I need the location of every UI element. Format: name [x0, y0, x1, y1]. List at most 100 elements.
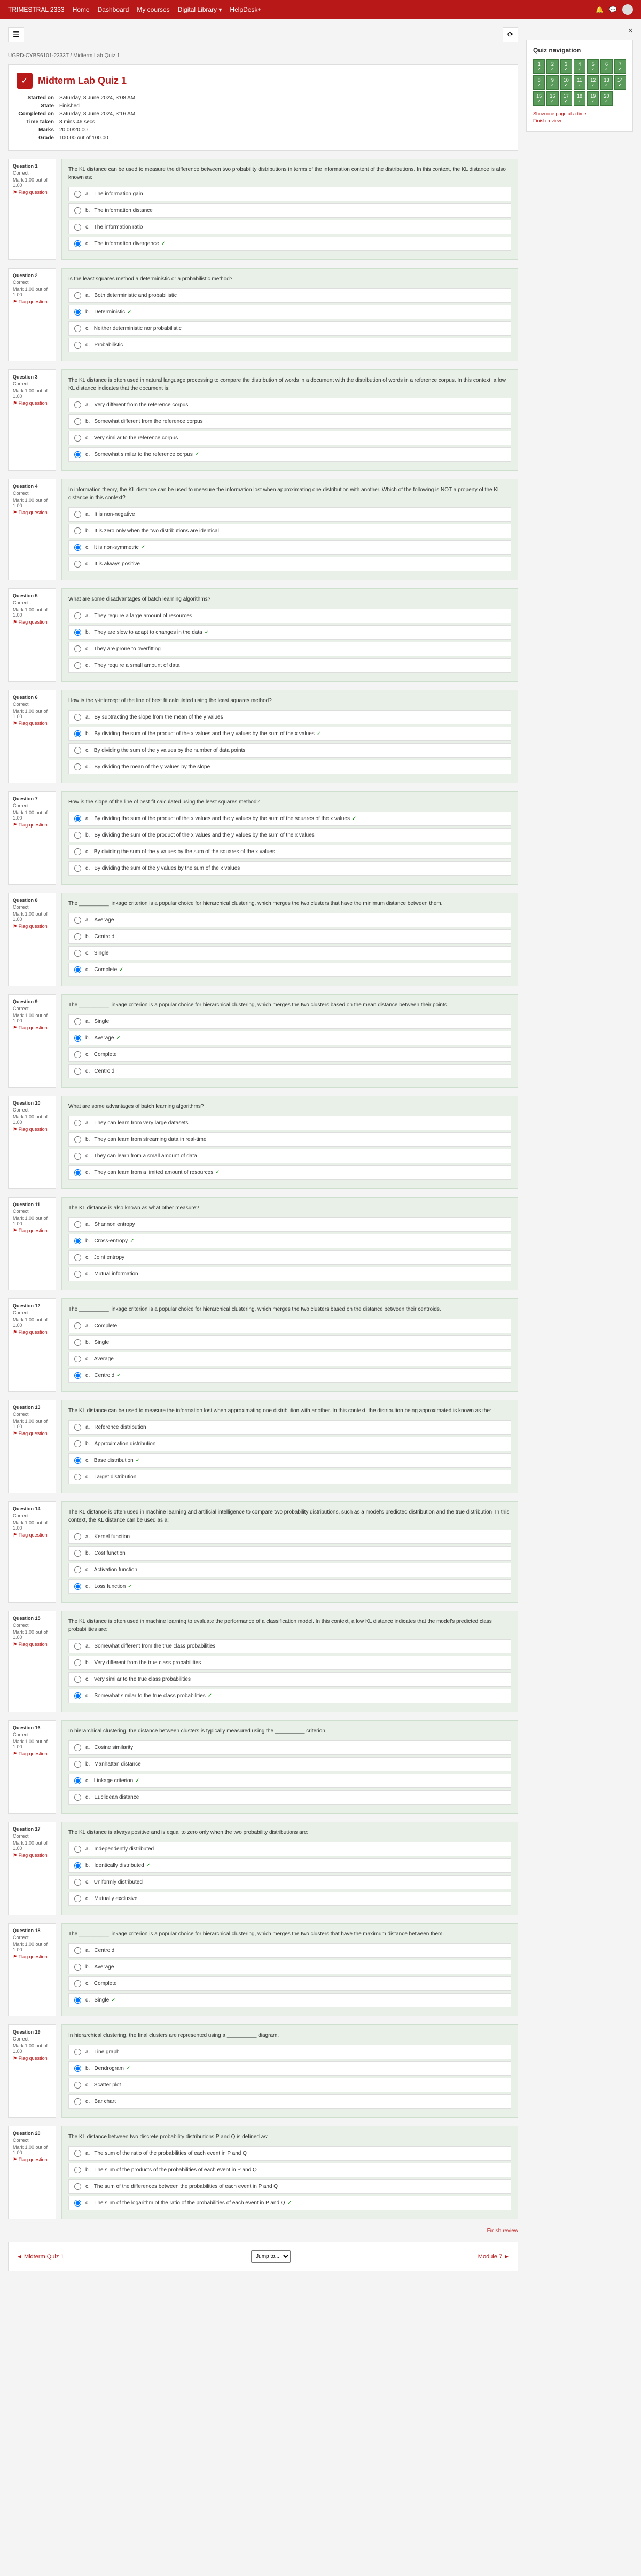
option[interactable]: b. By dividing the sum of the product of…: [68, 727, 511, 741]
flag-link[interactable]: ⚑ Flag question: [13, 299, 51, 305]
option[interactable]: b. The information distance: [68, 203, 511, 218]
nav-item-1[interactable]: 1: [533, 59, 545, 74]
option-radio[interactable]: [74, 1254, 81, 1261]
next-link[interactable]: Module 7 ►: [478, 2254, 510, 2260]
option[interactable]: a. By subtracting the slope from the mea…: [68, 710, 511, 724]
option-radio[interactable]: [74, 207, 81, 214]
option[interactable]: b. Single: [68, 1335, 511, 1350]
bell-icon[interactable]: 🔔: [596, 6, 604, 13]
option[interactable]: d. They can learn from a limited amount …: [68, 1165, 511, 1180]
option[interactable]: b. Approximation distribution: [68, 1437, 511, 1451]
nav-item-19[interactable]: 19: [587, 91, 599, 106]
option[interactable]: b. Cost function: [68, 1546, 511, 1561]
option[interactable]: d. Centroid: [68, 1064, 511, 1078]
option-radio[interactable]: [74, 224, 81, 231]
flag-link[interactable]: ⚑ Flag question: [13, 1329, 51, 1335]
option-radio[interactable]: [74, 1583, 81, 1590]
option-radio[interactable]: [74, 1136, 81, 1143]
option[interactable]: b. The sum of the products of the probab…: [68, 2163, 511, 2177]
option[interactable]: c. Average: [68, 1352, 511, 1366]
option-radio[interactable]: [74, 1271, 81, 1278]
prev-link[interactable]: ◄ Midterm Quiz 1: [17, 2254, 64, 2260]
option[interactable]: d. Somewhat similar to the true class pr…: [68, 1689, 511, 1703]
option-radio[interactable]: [74, 191, 81, 198]
option-radio[interactable]: [74, 309, 81, 316]
option-radio[interactable]: [74, 1474, 81, 1480]
flag-link[interactable]: ⚑ Flag question: [13, 2055, 51, 2061]
show-one-link[interactable]: Show one page at a time: [533, 111, 626, 116]
flag-link[interactable]: ⚑ Flag question: [13, 400, 51, 406]
option-radio[interactable]: [74, 933, 81, 940]
option-radio[interactable]: [74, 435, 81, 442]
option[interactable]: c. Neither deterministic nor probabilist…: [68, 321, 511, 336]
option[interactable]: b. Cross-entropy✓: [68, 1234, 511, 1248]
option[interactable]: a. Shannon entropy: [68, 1217, 511, 1232]
nav-item-5[interactable]: 5: [587, 59, 599, 74]
option[interactable]: a. Both deterministic and probabilistic: [68, 288, 511, 303]
option[interactable]: a. By dividing the sum of the product of…: [68, 812, 511, 826]
option-radio[interactable]: [74, 1550, 81, 1557]
option[interactable]: c. The information ratio: [68, 220, 511, 234]
nav-item-16[interactable]: 16: [546, 91, 558, 106]
flag-link[interactable]: ⚑ Flag question: [13, 1642, 51, 1648]
nav-item-10[interactable]: 10: [560, 75, 572, 90]
option[interactable]: c. Very similar to the true class probab…: [68, 1672, 511, 1687]
option[interactable]: c. Base distribution✓: [68, 1453, 511, 1468]
option-radio[interactable]: [74, 2200, 81, 2207]
nav-item-8[interactable]: 8: [533, 75, 545, 90]
option[interactable]: d. Euclidean distance: [68, 1790, 511, 1805]
option-radio[interactable]: [74, 1643, 81, 1650]
nav-item-13[interactable]: 13: [600, 75, 612, 90]
option-radio[interactable]: [74, 2065, 81, 2072]
option[interactable]: c. Complete: [68, 1047, 511, 1062]
option[interactable]: a. Very different from the reference cor…: [68, 398, 511, 412]
flag-link[interactable]: ⚑ Flag question: [13, 1431, 51, 1437]
option-radio[interactable]: [74, 1980, 81, 1987]
option-radio[interactable]: [74, 1997, 81, 2004]
nav-item-12[interactable]: 12: [587, 75, 599, 90]
option-radio[interactable]: [74, 1964, 81, 1971]
flag-link[interactable]: ⚑ Flag question: [13, 1853, 51, 1858]
option[interactable]: a. Kernel function: [68, 1530, 511, 1544]
drawer-toggle[interactable]: ☰: [8, 27, 24, 42]
option[interactable]: c. Activation function: [68, 1563, 511, 1577]
option[interactable]: b. Very different from the true class pr…: [68, 1656, 511, 1670]
option-radio[interactable]: [74, 1777, 81, 1784]
option[interactable]: d. Mutually exclusive: [68, 1892, 511, 1906]
flag-link[interactable]: ⚑ Flag question: [13, 1751, 51, 1757]
option-radio[interactable]: [74, 2183, 81, 2190]
nav-dashboard[interactable]: Dashboard: [98, 6, 129, 13]
breadcrumb[interactable]: UGRD-CYBS6101-2333T / Midterm Lab Quiz 1: [8, 53, 518, 59]
option[interactable]: b. Dendrogram✓: [68, 2061, 511, 2076]
option[interactable]: a. Line graph: [68, 2045, 511, 2059]
option[interactable]: d. Loss function✓: [68, 1579, 511, 1594]
nav-item-7[interactable]: 7: [614, 59, 626, 74]
nav-item-15[interactable]: 15: [533, 91, 545, 106]
nav-library[interactable]: Digital Library ▾: [178, 6, 222, 13]
option[interactable]: c. By dividing the sum of the y values b…: [68, 743, 511, 758]
option-radio[interactable]: [74, 1744, 81, 1751]
option-radio[interactable]: [74, 1566, 81, 1573]
option[interactable]: a. They can learn from very large datase…: [68, 1116, 511, 1130]
option[interactable]: d. Somewhat similar to the reference cor…: [68, 447, 511, 462]
option-radio[interactable]: [74, 950, 81, 957]
option-radio[interactable]: [74, 917, 81, 924]
flag-link[interactable]: ⚑ Flag question: [13, 822, 51, 828]
option-radio[interactable]: [74, 2167, 81, 2173]
option[interactable]: a. Complete: [68, 1319, 511, 1333]
option[interactable]: d. By dividing the mean of the y values …: [68, 760, 511, 774]
flag-link[interactable]: ⚑ Flag question: [13, 1954, 51, 1960]
nav-item-2[interactable]: 2: [546, 59, 558, 74]
nav-courses[interactable]: My courses: [137, 6, 169, 13]
option-radio[interactable]: [74, 1018, 81, 1025]
flag-link[interactable]: ⚑ Flag question: [13, 1228, 51, 1234]
option[interactable]: b. Average✓: [68, 1031, 511, 1045]
option[interactable]: b. Identically distributed✓: [68, 1858, 511, 1873]
nav-item-3[interactable]: 3: [560, 59, 572, 74]
option-radio[interactable]: [74, 865, 81, 872]
option[interactable]: d. Bar chart: [68, 2094, 511, 2109]
option-radio[interactable]: [74, 561, 81, 568]
option-radio[interactable]: [74, 2082, 81, 2089]
nav-item-9[interactable]: 9: [546, 75, 558, 90]
option[interactable]: c. Very similar to the reference corpus: [68, 431, 511, 445]
